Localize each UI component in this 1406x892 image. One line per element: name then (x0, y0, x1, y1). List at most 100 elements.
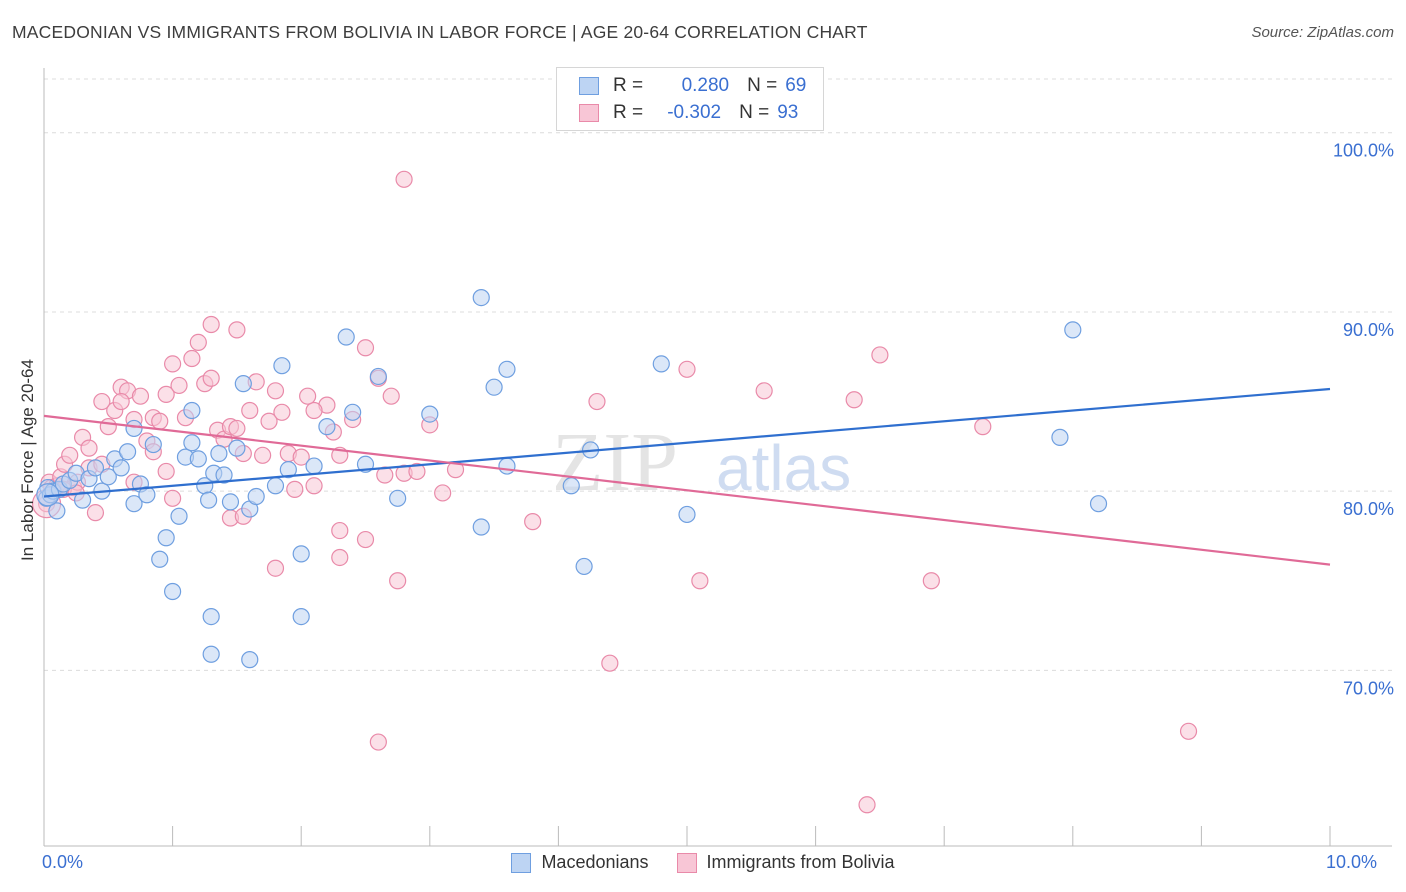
chart-title: MACEDONIAN VS IMMIGRANTS FROM BOLIVIA IN… (12, 22, 868, 42)
data-point (286, 480, 304, 498)
legend-n-label: N = (739, 102, 770, 123)
data-point (356, 339, 375, 357)
data-point (331, 548, 349, 567)
data-point (221, 493, 240, 511)
data-point (691, 572, 709, 590)
data-point (382, 387, 400, 405)
y-tick-label: 90.0% (1343, 320, 1394, 340)
data-point (112, 392, 130, 411)
data-point (292, 448, 310, 466)
trend-line-bolivia (43, 414, 1331, 566)
legend-n-label: N = (747, 75, 778, 96)
data-point (234, 375, 252, 393)
data-point (678, 360, 696, 378)
data-point (80, 439, 98, 457)
data-point (144, 435, 162, 454)
trend-line-macedonians (43, 387, 1331, 498)
data-point (652, 355, 670, 373)
correlation-legend: R = 0.280 N = 69 R = -0.302 N = 93 (556, 67, 824, 131)
data-point (305, 477, 323, 495)
data-point (86, 459, 105, 477)
data-point (202, 315, 220, 334)
y-tick-labels: 70.0% 80.0% 90.0% 100.0% (1333, 141, 1394, 699)
data-point (601, 654, 619, 672)
data-point (434, 484, 452, 502)
data-point (131, 387, 150, 405)
data-point (1051, 428, 1069, 446)
data-point (395, 170, 413, 188)
data-point (498, 360, 516, 378)
legend-n-value: 69 (785, 75, 807, 96)
data-point (755, 382, 773, 400)
data-point (292, 545, 310, 563)
data-point (73, 491, 92, 509)
legend-r-label: R = (613, 75, 644, 96)
data-point (356, 530, 375, 549)
x-tick-label-max: 10.0% (1326, 852, 1378, 872)
data-point (228, 321, 246, 339)
legend-label-macedonians: Macedonians (541, 852, 649, 872)
data-point (157, 529, 175, 547)
data-point (974, 418, 992, 436)
data-point (858, 796, 876, 814)
data-point (266, 559, 285, 577)
data-point (164, 489, 182, 507)
data-point (389, 489, 407, 507)
data-point (369, 733, 387, 751)
watermark-zip: ZIP (552, 416, 678, 509)
data-point (202, 369, 220, 387)
data-point (1064, 321, 1082, 339)
data-point (472, 289, 490, 307)
legend-r-value: -0.302 (667, 102, 722, 123)
data-point (61, 446, 79, 464)
legend-swatch-blue (579, 77, 599, 95)
data-point (588, 392, 606, 411)
data-point (99, 418, 117, 436)
data-point (575, 557, 593, 576)
source-label: Source: ZipAtlas.com (1251, 24, 1394, 41)
data-point (200, 491, 218, 509)
data-point (151, 550, 169, 568)
data-point (279, 461, 297, 479)
grid-lines (44, 78, 1392, 671)
legend-row-bolivia: R = -0.302 N = 93 (557, 100, 798, 126)
legend-row-macedonians: R = 0.280 N = 69 (557, 73, 806, 99)
data-point (215, 466, 233, 484)
data-point (498, 457, 516, 475)
data-point (266, 477, 285, 495)
watermark-atlas: atlas (716, 432, 851, 504)
data-point (305, 401, 323, 420)
data-point (125, 419, 143, 438)
data-point (845, 391, 863, 409)
data-point (871, 346, 889, 364)
data-point (157, 385, 175, 403)
data-point (247, 487, 265, 506)
data-point (93, 392, 111, 411)
legend-label-bolivia: Immigrants from Bolivia (706, 852, 895, 872)
data-point (228, 419, 246, 438)
data-point (189, 333, 207, 352)
series-macedonians (36, 289, 1108, 669)
data-point (305, 457, 323, 475)
legend-item-macedonians: Macedonians (511, 852, 649, 873)
data-point (183, 349, 201, 368)
data-point (99, 468, 117, 486)
data-point (273, 403, 291, 421)
legend-swatch-pink (676, 852, 697, 873)
data-point (260, 412, 278, 430)
data-point (183, 401, 201, 420)
y-axis-label: In Labor Force | Age 20-64 (18, 359, 37, 561)
watermark: ZIP atlas (552, 416, 851, 509)
data-point (524, 513, 542, 531)
data-point (228, 439, 246, 457)
series-legend: Macedonians Immigrants from Bolivia (0, 852, 1406, 873)
data-point (86, 504, 105, 522)
data-point (331, 521, 349, 540)
data-point (408, 462, 426, 481)
legend-r-label: R = (613, 102, 644, 123)
y-tick-label: 100.0% (1333, 141, 1394, 161)
legend-item-bolivia: Immigrants from Bolivia (676, 852, 895, 873)
data-point (421, 405, 439, 423)
data-point (164, 355, 182, 373)
